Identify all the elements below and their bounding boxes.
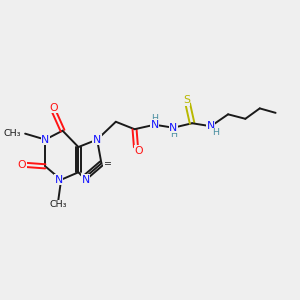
Text: N: N [55, 175, 63, 185]
Text: H: H [212, 128, 220, 137]
Text: N: N [82, 175, 90, 185]
Text: N: N [207, 121, 215, 131]
Text: O: O [134, 146, 143, 156]
Text: H: H [152, 114, 158, 123]
Text: H: H [170, 130, 177, 139]
Text: =: = [104, 159, 112, 168]
Text: N: N [169, 123, 178, 133]
Text: N: N [151, 120, 159, 130]
Text: CH₃: CH₃ [3, 129, 21, 138]
Text: S: S [183, 95, 190, 105]
Text: N: N [93, 135, 101, 145]
Text: O: O [17, 160, 26, 170]
Text: N: N [41, 135, 50, 145]
Text: O: O [50, 103, 58, 113]
Text: CH₃: CH₃ [50, 200, 67, 209]
